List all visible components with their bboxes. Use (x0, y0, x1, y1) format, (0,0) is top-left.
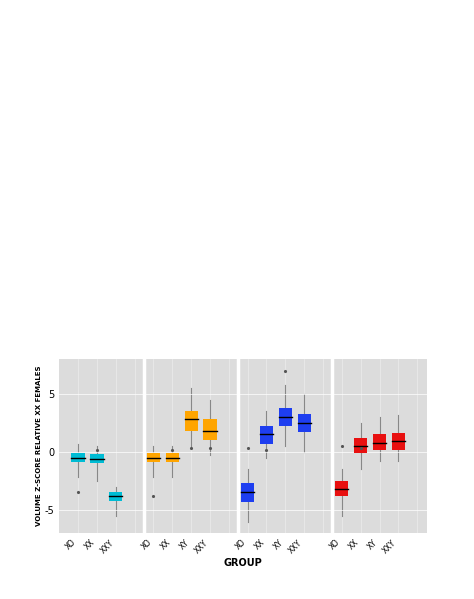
Bar (147, 453, 160, 462)
Y-axis label: VOLUME Z-SCORE RELATIVE XX FEMALES: VOLUME Z-SCORE RELATIVE XX FEMALES (36, 366, 42, 527)
Bar (109, 492, 122, 501)
Bar (260, 426, 273, 444)
Bar (392, 433, 405, 450)
Bar (373, 434, 386, 450)
Bar (354, 438, 367, 453)
X-axis label: GROUP: GROUP (224, 558, 262, 568)
Bar (203, 419, 217, 440)
Bar (166, 453, 179, 462)
Bar (279, 408, 292, 426)
Bar (298, 413, 311, 432)
Bar (335, 481, 348, 496)
Bar (241, 483, 254, 502)
Bar (184, 412, 198, 431)
Bar (91, 454, 103, 464)
Bar (72, 453, 85, 462)
